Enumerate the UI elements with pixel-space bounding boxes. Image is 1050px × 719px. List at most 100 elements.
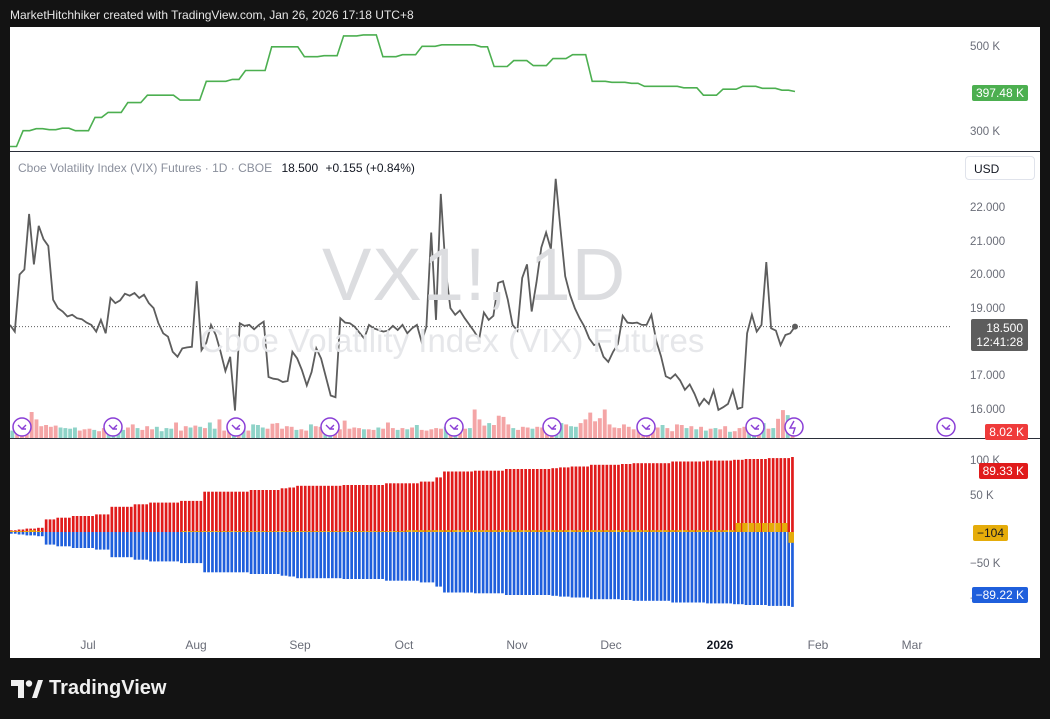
cot-long-bar (528, 469, 531, 532)
cot-short-bar (385, 532, 388, 581)
cot-short-bar (648, 532, 651, 601)
cot-short-bar (709, 532, 713, 604)
volume-bar (309, 424, 313, 438)
cot-long-bar (307, 485, 311, 532)
cot-long-bar (226, 491, 230, 532)
cot-long-bar (570, 466, 574, 532)
earnings-event-icon (936, 417, 956, 437)
cot-long-bar (261, 490, 265, 532)
cot-net-bar (366, 531, 372, 532)
oi-tick-500k: 500 K (970, 41, 1001, 53)
volume-bar (183, 426, 188, 438)
cot-short-bar (752, 532, 756, 605)
volume-bar (463, 428, 467, 438)
pane-divider-bottom[interactable] (10, 438, 1040, 439)
tradingview-brand-text: TradingView (49, 677, 167, 699)
cot-short-bar (180, 532, 183, 564)
cot-short-bar (574, 532, 578, 598)
event-icon-glyph (17, 424, 27, 430)
cot-net-bar (775, 523, 781, 532)
volume-bar (737, 428, 742, 438)
cot-long-bar (648, 463, 651, 532)
volume-bar (742, 426, 747, 438)
tradingview-logo[interactable]: TradingView (11, 677, 166, 700)
cot-long-bar (431, 481, 435, 532)
cot-long-bar (334, 485, 338, 532)
cot-short-bar (431, 532, 435, 583)
volume-last-badge: 8.02 K (985, 424, 1028, 440)
cot-long-bar (242, 491, 245, 532)
cot-net-bar (537, 530, 544, 532)
cot-short-bar (771, 532, 775, 606)
cot-short-bar (578, 532, 582, 598)
cot-short-bar (412, 532, 415, 581)
cot-long-bar (149, 502, 152, 532)
cot-long-bar (675, 461, 678, 532)
volume-bar (154, 426, 159, 438)
cot-net-bar (438, 530, 445, 532)
chart-canvas[interactable] (10, 27, 1040, 658)
cot-short-bar (358, 532, 361, 579)
cot-short-bar (122, 532, 125, 558)
cot-short-bar (400, 532, 404, 581)
chart-frame[interactable]: VX1!, 1D Cboe Volatility Index (VIX) Fut… (10, 27, 1040, 658)
volume-bar (318, 426, 323, 438)
cot-net-bar (643, 530, 649, 532)
cot-short-bar (729, 532, 732, 604)
cot-net-bar (557, 530, 564, 532)
cot-short-bar (311, 532, 315, 579)
cot-short-bar (783, 532, 787, 606)
cot-net-bar (570, 530, 577, 532)
cot-short-bar (102, 532, 106, 550)
cot-net-bar (346, 531, 352, 532)
price-legend[interactable]: Cboe Volatility Index (VIX) Futures · 1D… (18, 161, 415, 175)
cot-short-bar (694, 532, 698, 603)
cot-net-bar (577, 530, 583, 532)
cot-net-bar (544, 530, 550, 532)
cot-long-bar (474, 470, 477, 532)
cot-short-bar (408, 532, 411, 581)
cot-long-bar (744, 459, 748, 532)
volume-bar (443, 426, 448, 438)
volume-bar (766, 428, 771, 438)
last-price-dot (792, 323, 798, 330)
cot-short-bar (651, 532, 655, 601)
cot-long-bar (215, 491, 218, 532)
cot-short-bar (365, 532, 369, 579)
cot-long-bar (377, 485, 381, 532)
cot-short-bar (485, 532, 489, 594)
cot-short-bar (48, 532, 52, 545)
volume-bar (58, 427, 63, 438)
cot-net-bar (392, 531, 399, 532)
cot-short-bar (98, 532, 102, 550)
pane-divider-top[interactable] (10, 151, 1040, 152)
cot-long-bar (597, 464, 601, 532)
currency-button[interactable]: USD (965, 156, 1035, 180)
cot-short-bar (501, 532, 504, 594)
cot-long-bar (709, 460, 713, 532)
cot-net-bar (452, 530, 458, 532)
volume-bar (63, 428, 68, 438)
cot-long-bar (276, 490, 280, 532)
volume-bar (728, 431, 732, 438)
cot-short-bar (300, 532, 303, 579)
cot-short-bar (528, 532, 531, 595)
cot-net-bar (293, 531, 300, 532)
cot-long-bar (752, 459, 756, 532)
volume-bar (126, 427, 130, 438)
cot-long-bar (83, 516, 87, 532)
cot-long-bar (164, 502, 168, 532)
cot-short-bar (273, 532, 276, 574)
cot-net-bar (702, 530, 709, 532)
cot-short-bar (245, 532, 249, 573)
cot-short-bar (423, 532, 427, 583)
cot-long-bar (253, 490, 257, 532)
volume-bar (617, 428, 622, 438)
volume-bar (400, 428, 405, 438)
cot-long-bar (21, 529, 25, 532)
cot-long-bar (203, 491, 206, 532)
volume-bar (164, 428, 169, 438)
volume-bar (516, 429, 520, 438)
cot-short-bar (129, 532, 133, 558)
cot-short-bar (176, 532, 179, 562)
